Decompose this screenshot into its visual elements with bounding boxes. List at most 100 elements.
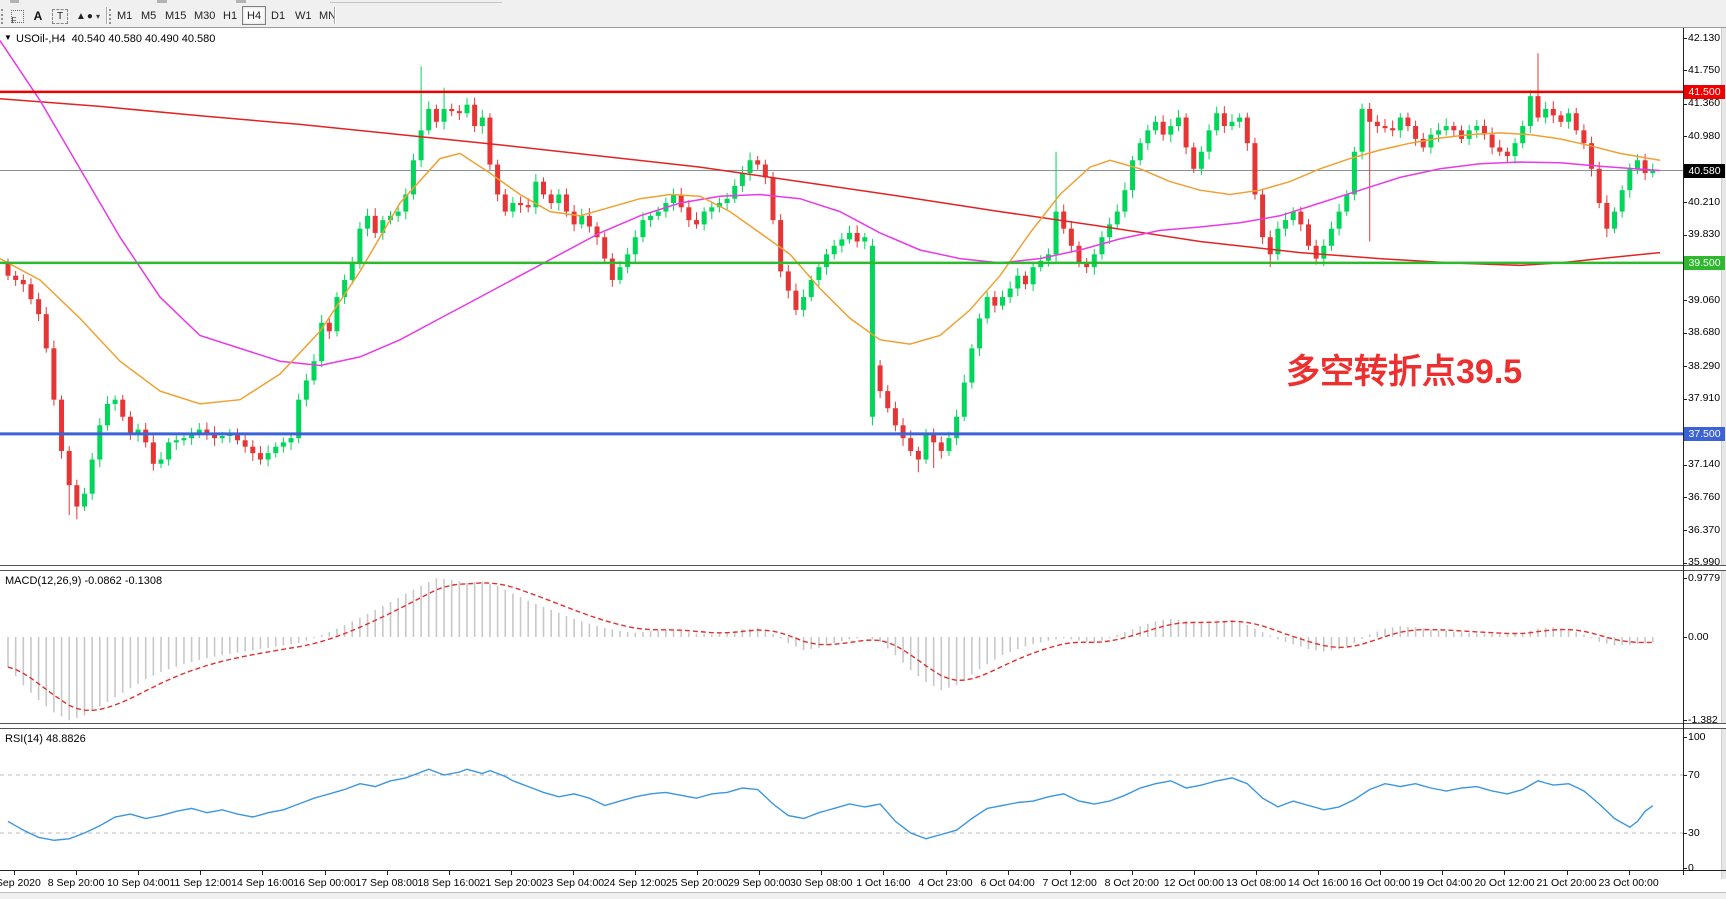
candle-body	[1351, 151, 1357, 195]
macd-histogram	[7, 578, 1654, 721]
time-axis-label: 21 Sep 20:00	[479, 877, 543, 889]
price-badge: 37.500	[1684, 426, 1725, 441]
candle-body	[311, 361, 317, 381]
timeframe-button-mn[interactable]: MN	[319, 9, 337, 22]
candle-body	[1122, 190, 1128, 212]
timeframe-button-d1[interactable]: D1	[271, 9, 286, 22]
timeframe-button-m30[interactable]: M30	[194, 9, 216, 22]
candle-body	[563, 194, 569, 212]
time-axis-line	[0, 870, 1726, 871]
candle-body	[954, 416, 960, 439]
shapes-tool-icon[interactable]: ▲● ▾	[74, 7, 102, 25]
candle-body	[1359, 108, 1365, 152]
rsi-tick-label: 70	[1688, 768, 1700, 781]
candle-body	[648, 215, 654, 221]
vertical-scrollbar[interactable]	[1721, 28, 1726, 879]
price-tick-label: 37.140	[1688, 458, 1721, 471]
candle-body	[464, 104, 470, 114]
time-axis-label: 16 Sep 00:00	[293, 877, 356, 889]
candle-body	[59, 399, 65, 451]
candle-body	[632, 237, 638, 255]
candle-body	[334, 297, 340, 332]
panel-splitter-rsi[interactable]	[0, 723, 1726, 729]
symbol-marker-icon[interactable]: ▼	[4, 33, 12, 42]
candle-body	[150, 442, 156, 464]
time-tick-mark	[697, 871, 699, 875]
symbol-ohlc-label: USOil-,H4 40.540 40.580 40.490 40.580	[16, 33, 215, 45]
candle-body	[877, 365, 883, 392]
candle-body	[189, 433, 195, 439]
candle-body	[808, 279, 814, 298]
rsi-line	[7, 768, 1654, 842]
timeframe-button-m1[interactable]: M1	[117, 9, 133, 22]
candle-body	[1642, 160, 1648, 174]
candle-body	[403, 194, 409, 212]
candle-body	[915, 450, 921, 460]
rsi-tick-label: 100	[1688, 730, 1706, 743]
candle-body	[1382, 126, 1388, 129]
candle-body	[1535, 96, 1541, 118]
candle-body	[410, 160, 416, 195]
toolbar-separator	[334, 7, 336, 24]
time-tick-mark	[1069, 871, 1071, 875]
candle-body	[257, 453, 263, 460]
candle-body	[196, 429, 202, 434]
text-label-tool-icon[interactable]: T	[50, 7, 70, 25]
candle-body	[104, 403, 110, 426]
price-tick-label: 41.750	[1688, 63, 1721, 76]
toolbar-drag-handle[interactable]	[109, 9, 114, 24]
candle-body	[525, 205, 531, 208]
cropped-icon-fragment	[157, 0, 167, 3]
time-axis-label: 24 Sep 12:00	[603, 877, 667, 889]
time-axis-label: 6 Oct 04:00	[980, 877, 1035, 889]
candle-body	[288, 438, 294, 443]
timeframe-button-w1[interactable]: W1	[295, 9, 312, 22]
time-tick-mark	[200, 871, 202, 875]
macd-tick-label: -1.382	[1688, 713, 1718, 726]
toolbar-drag-handle[interactable]	[1, 9, 6, 24]
candle-body	[892, 408, 898, 426]
time-tick-mark	[1628, 871, 1630, 875]
time-axis-label: 23 Sep 04:00	[541, 877, 605, 889]
time-axis-label: 20 Oct 12:00	[1474, 877, 1535, 889]
text-tool-icon[interactable]: A	[30, 7, 46, 25]
price-tick-mark	[1683, 70, 1687, 72]
timeframe-button-m5[interactable]: M5	[141, 9, 157, 22]
candle-body	[556, 194, 562, 204]
candle-body	[1298, 211, 1304, 225]
time-axis-label: 7 Oct 12:00	[1042, 877, 1097, 889]
timeframe-button-h4[interactable]: H4	[242, 6, 267, 25]
price-tick-label: 39.060	[1688, 293, 1721, 306]
timeframe-button-m15[interactable]: M15	[165, 9, 187, 22]
candle-body	[1283, 220, 1289, 229]
time-axis-label: 21 Oct 20:00	[1536, 877, 1597, 889]
candle-body	[1099, 237, 1105, 255]
candle-body	[357, 228, 363, 263]
price-axis-line	[1683, 28, 1684, 875]
rsi-tick-label: 30	[1688, 826, 1700, 839]
candle-body	[1397, 117, 1403, 131]
time-tick-mark	[1380, 871, 1382, 875]
panel-splitter-macd[interactable]	[0, 565, 1726, 571]
candle-body	[349, 262, 355, 280]
time-tick-mark	[14, 871, 15, 875]
timeframe-button-h1[interactable]: H1	[223, 9, 238, 22]
selection-frame-icon[interactable]: F	[8, 7, 26, 25]
ma-magenta	[0, 40, 1661, 367]
time-axis-label: 11 Sep 12:00	[169, 877, 232, 889]
time-tick-mark	[386, 871, 388, 875]
candle-body	[395, 211, 401, 216]
candle-body	[984, 297, 990, 319]
time-axis-label: 25 Sep 20:00	[665, 877, 729, 889]
time-axis-label: 10 Sep 04:00	[106, 877, 170, 889]
candle-body	[1451, 126, 1457, 131]
toolbar-separator	[106, 7, 108, 24]
price-tick-mark	[1683, 530, 1687, 532]
candle-body	[625, 254, 631, 268]
time-tick-mark	[1504, 871, 1506, 875]
candle-body	[1091, 254, 1097, 268]
candle-body	[13, 275, 19, 280]
candle-body	[173, 440, 179, 443]
